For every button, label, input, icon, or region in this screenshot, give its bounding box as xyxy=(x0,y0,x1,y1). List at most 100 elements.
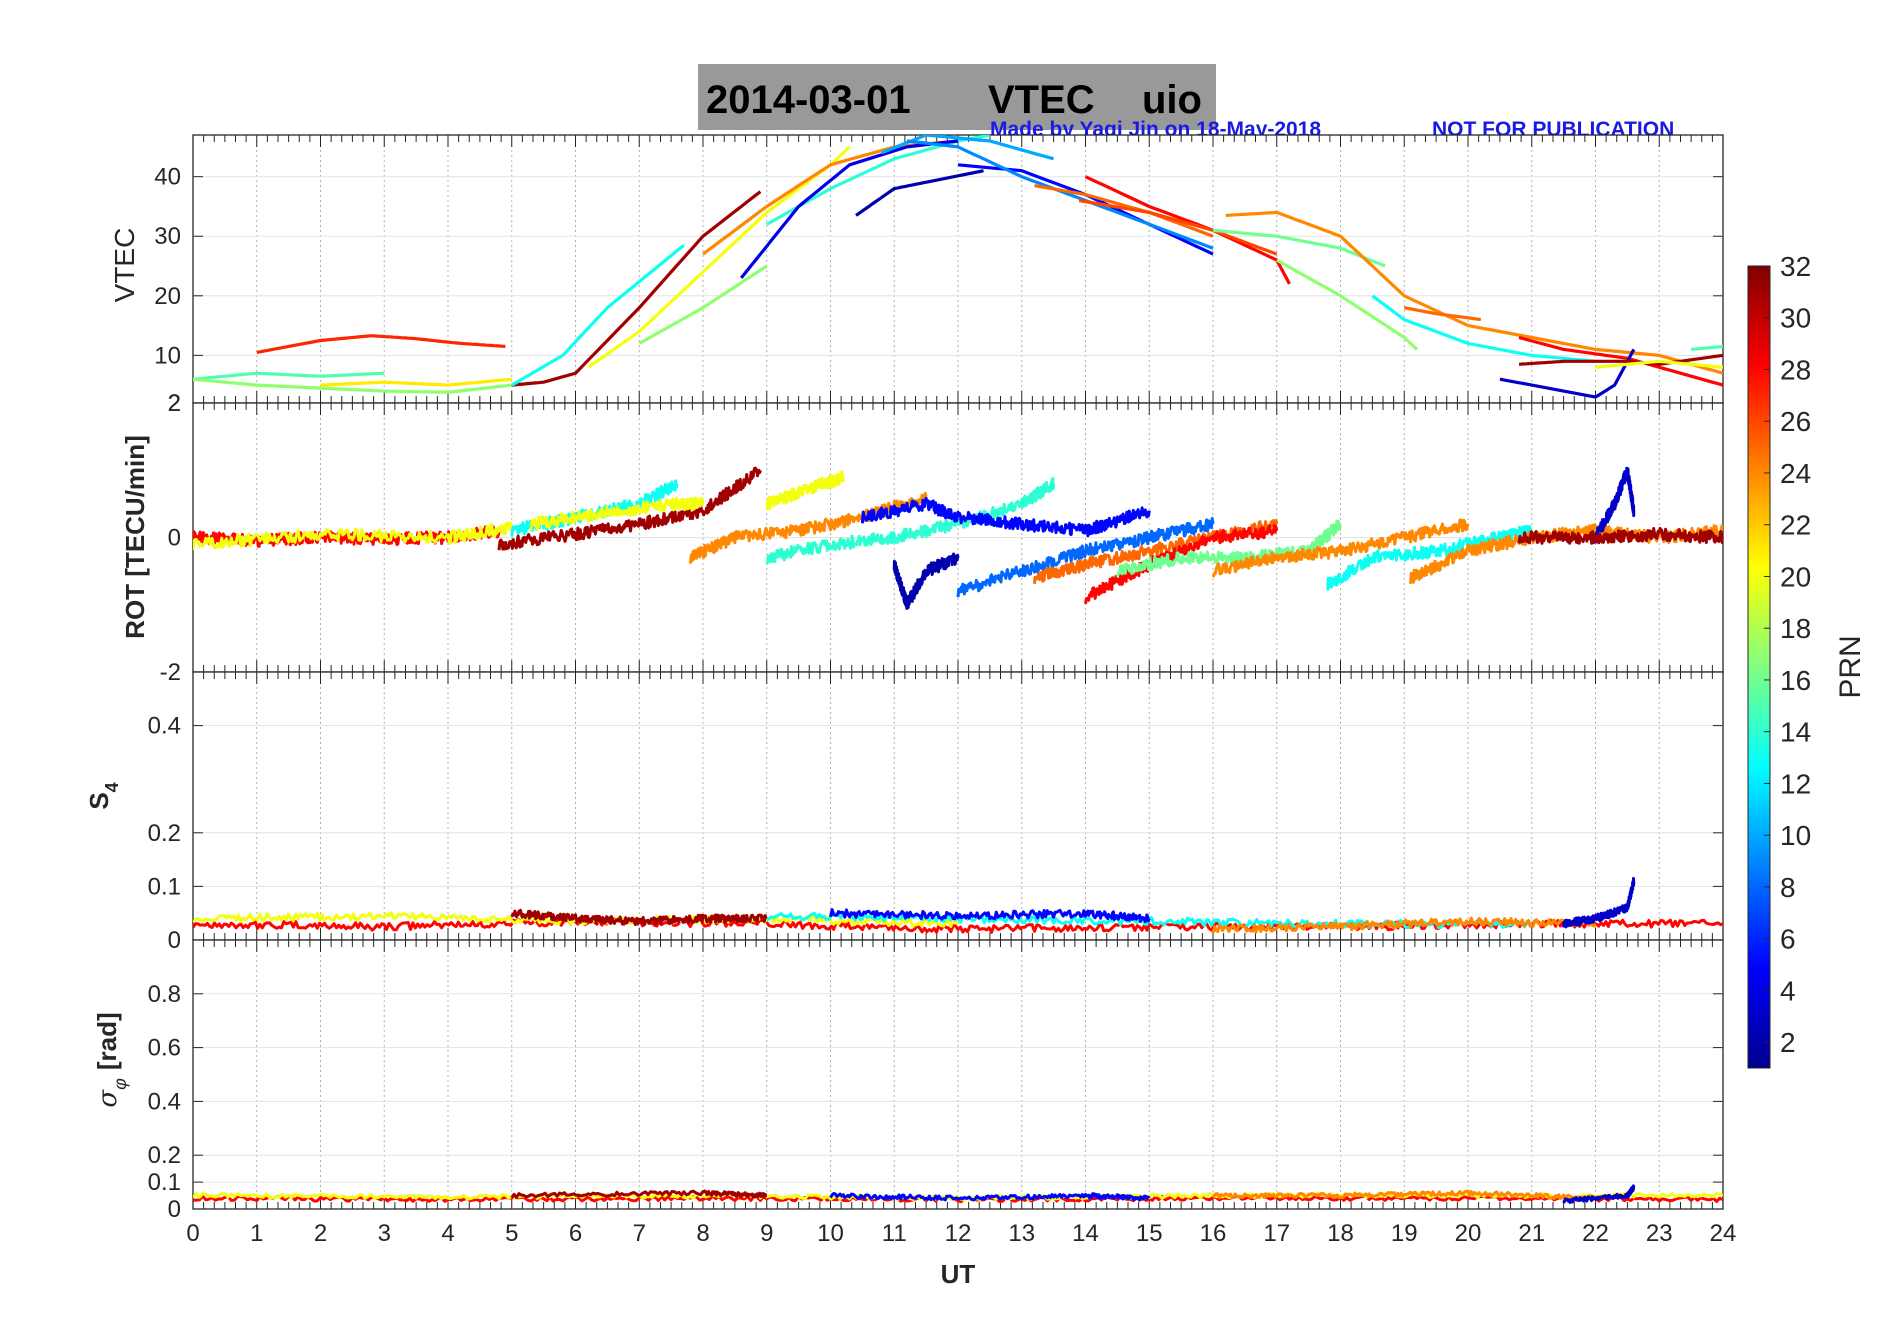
x-tick-label: 20 xyxy=(1455,1220,1482,1247)
x-tick-label: 5 xyxy=(505,1220,518,1247)
sigma-phi-panel: 00.10.20.40.60.80 1 2 3 4 5 6 7 8 9 10 11 12 13 14 15 16… xyxy=(148,939,1736,1247)
series-prn-17 xyxy=(1276,258,1419,351)
series-prn-3 xyxy=(1562,877,1636,929)
y-tick-label: 0 xyxy=(168,525,181,552)
series-prn-2 xyxy=(855,169,984,217)
series-prn-26 xyxy=(1078,198,1278,256)
colorbar-tick-label: 28 xyxy=(1780,354,1811,385)
series-prn-3 xyxy=(1562,1184,1636,1204)
series-prn-5 xyxy=(829,1192,1151,1202)
title-quantity: VTEC xyxy=(988,78,1095,122)
series-prn-31 xyxy=(510,908,768,927)
y-tick-label: 0 xyxy=(168,1196,181,1223)
x-tick-label: 19 xyxy=(1391,1220,1418,1247)
colorbar-tick-label: 30 xyxy=(1780,303,1811,334)
y-tick-label: 0 xyxy=(168,927,181,954)
plot-area xyxy=(192,134,1724,404)
colorbar-label: PRN xyxy=(1834,635,1867,698)
series-prn-24 xyxy=(1211,916,1597,934)
x-tick-label: 12 xyxy=(945,1220,972,1247)
series-prn-3 xyxy=(1594,466,1636,544)
x-tick-label: 18 xyxy=(1327,1220,1354,1247)
colorbar-tick-label: 16 xyxy=(1780,665,1811,696)
x-tick-label: 2 xyxy=(314,1220,327,1247)
series-prn-13 xyxy=(1371,294,1596,363)
colorbar-tick-label: 26 xyxy=(1780,406,1811,437)
series-prn-5 xyxy=(829,908,1151,924)
series-prn-17 xyxy=(638,264,768,345)
x-axis-label: UT xyxy=(941,1259,976,1289)
colorbar-tick-label: 20 xyxy=(1780,561,1811,592)
series-prn-20 xyxy=(193,521,514,551)
series-prn-15 xyxy=(193,371,385,381)
series-prn-20 xyxy=(765,470,845,511)
y-tick-label: 40 xyxy=(154,164,181,191)
x-tick-label: 7 xyxy=(633,1220,646,1247)
rot-axis-label: ROT [TECU/min] xyxy=(120,435,150,639)
x-tick-label: 4 xyxy=(441,1220,454,1247)
series-prn-31 xyxy=(511,190,762,387)
x-tick-label: 9 xyxy=(760,1220,773,1247)
title-station: uio xyxy=(1142,78,1202,122)
series-prn-13 xyxy=(511,243,685,387)
colorbar-tick-label: 6 xyxy=(1780,924,1796,955)
y-tick-label: 0.4 xyxy=(148,713,181,740)
y-tick-label: 0.1 xyxy=(148,1169,181,1196)
series-prn-20 xyxy=(1595,359,1723,369)
series-prn-24 xyxy=(1211,518,1470,578)
title-box xyxy=(698,64,1216,130)
x-tick-label: 14 xyxy=(1072,1220,1099,1247)
x-tick-label: 8 xyxy=(696,1220,709,1247)
series-prn-31 xyxy=(510,1189,768,1199)
x-tick-label: 11 xyxy=(882,1220,907,1247)
series-prn-4 xyxy=(740,139,959,279)
series-prn-5 xyxy=(860,496,1151,538)
y-tick-label: 0.8 xyxy=(148,981,181,1008)
x-tick-label: 10 xyxy=(817,1220,844,1247)
colorbar-tick-label: 22 xyxy=(1780,510,1811,541)
y-tick-label: 2 xyxy=(168,390,181,417)
y-tick-label: 20 xyxy=(154,283,181,310)
y-tick-label: 0.6 xyxy=(148,1035,181,1062)
x-tick-label: 1 xyxy=(250,1220,263,1247)
series-prn-24 xyxy=(1225,210,1723,375)
series-prn-8 xyxy=(956,517,1215,598)
series-prn-28 xyxy=(1084,523,1279,605)
y-tick-label: 0.4 xyxy=(148,1088,181,1115)
colorbar-tick-label: 2 xyxy=(1780,1027,1796,1058)
series-prn-31 xyxy=(1518,353,1723,366)
series-prn-15 xyxy=(1690,344,1723,351)
rot-panel: 2 0 -2 xyxy=(160,390,1724,686)
colorbar-tick-label: 18 xyxy=(1780,613,1811,644)
series-prn-27 xyxy=(256,334,506,354)
series-prn-10 xyxy=(880,135,1055,161)
series-prn-14 xyxy=(765,477,1056,565)
series-prn-3 xyxy=(1499,348,1636,399)
x-tick-label: 0 xyxy=(186,1220,199,1247)
vtec-panel: 10 20 30 40 2 xyxy=(154,134,1724,417)
sigma-phi-axis-label: σφ[rad] xyxy=(92,1012,130,1107)
colorbar-tick-label: 12 xyxy=(1780,768,1811,799)
y-tick-label: 0.2 xyxy=(148,1142,181,1169)
series-prn-13 xyxy=(1326,524,1534,591)
series-prn-17 xyxy=(193,377,512,394)
y-tick-label: -2 xyxy=(160,659,181,686)
x-tick-label: 22 xyxy=(1582,1220,1609,1247)
title-date: 2014-03-01 xyxy=(706,78,911,122)
colorbar xyxy=(1747,265,1771,1069)
series-prn-25 xyxy=(1403,306,1482,322)
series-prn-20 xyxy=(587,145,851,369)
x-tick-label: 3 xyxy=(378,1220,391,1247)
series-prn-31 xyxy=(1517,526,1723,545)
y-tick-label: 30 xyxy=(154,223,181,250)
vtec-axis-label: VTEC xyxy=(109,228,140,303)
x-tick-label: 16 xyxy=(1200,1220,1227,1247)
series-prn-21 xyxy=(320,377,512,387)
y-tick-label: 2 xyxy=(168,390,181,417)
series-prn-31 xyxy=(497,466,762,551)
colorbar-tick-label: 10 xyxy=(1780,820,1811,851)
series-prn-25 xyxy=(1034,184,1214,238)
colorbar-tick-label: 24 xyxy=(1780,458,1811,489)
